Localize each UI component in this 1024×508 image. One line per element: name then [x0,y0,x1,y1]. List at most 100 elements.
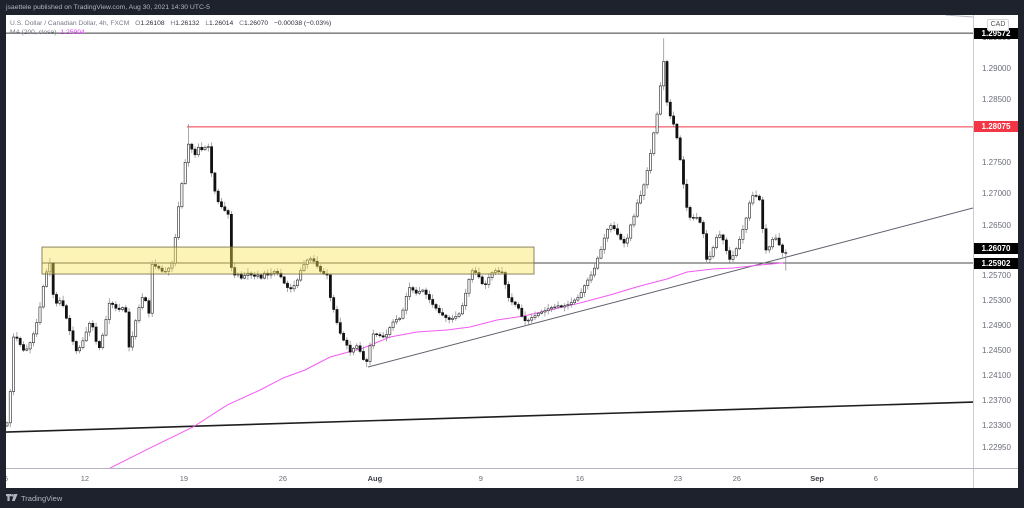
candle-down [94,326,98,342]
candle-down [332,297,336,310]
candle-down [698,217,702,223]
candle-up [391,321,395,328]
candle-up [556,305,560,308]
candle-up [262,272,266,279]
candle-up [292,285,296,290]
candle-down [147,300,151,314]
candle-down [497,270,501,273]
candle-up [649,153,652,171]
candle-up [658,85,662,115]
candle-up [41,286,45,308]
open-value: 1.26108 [140,20,165,27]
candle-down [724,239,728,251]
candle-down [276,270,279,274]
candle-up [404,296,408,311]
candle-up [352,348,355,353]
candle-down [668,101,672,117]
currency-label: CAD [987,19,1009,31]
low-value: 1.26014 [209,20,234,27]
candle-up [602,237,606,250]
candle-up [421,289,425,292]
candle-up [774,237,778,240]
candle-up [655,113,659,134]
candle-up [645,170,649,186]
symbol-legend-row: U.S. Dollar / Canadian Dollar, 4h, FXCM … [10,19,331,28]
candle-down [484,283,487,285]
candle-up [371,333,375,347]
candle-up [183,162,187,184]
candle-down [764,228,768,251]
candle-up [256,274,260,277]
time-tick-label: 26 [732,474,742,483]
candle-down [447,317,451,320]
price-tick-label: 1.24500 [982,345,1011,355]
candle-down [279,272,283,278]
candle-down [127,311,131,348]
candle-up [170,262,174,269]
candle-up [196,146,200,156]
candle-down [503,272,507,285]
tradingview-brand[interactable]: TradingView [21,493,63,503]
chart-plot-area[interactable]: U.S. Dollar / Canadian Dollar, 4h, FXCM … [6,15,973,468]
candle-down [15,336,19,339]
candle-up [48,262,52,273]
candle-up [295,279,299,286]
candle-up [368,345,372,362]
candle-up [526,319,530,322]
candle-up [394,319,398,323]
candle-down [220,201,223,208]
candle-up [553,306,557,309]
candle-up [140,297,144,308]
candle-up [642,184,646,196]
candle-down [441,312,444,316]
candle-up [563,305,567,308]
supply-demand-zone [41,246,535,275]
candle-up [88,322,91,333]
candle-down [777,237,781,246]
time-tick-label: Sep [810,474,825,483]
candlestick-chart[interactable] [6,15,973,468]
ma-label[interactable]: MA (200, close) [10,29,57,36]
candle-down [74,341,78,352]
candle-down [253,274,256,277]
candle-down [431,299,435,305]
candle-up [467,279,471,294]
time-axis[interactable]: 5 12 19 26 Aug 9 16 23 26 Sep 6 [6,468,973,488]
candle-up [536,312,540,317]
price-axis[interactable]: CAD 1.295001.290001.285001.275001.270001… [973,15,1018,468]
candle-down [18,337,22,345]
candle-up [540,311,543,314]
candle-up [130,336,134,348]
price-tick-label: 1.24100 [982,370,1011,380]
candle-down [282,276,286,284]
candle-up [398,317,402,320]
candle-up [81,340,85,348]
candle-up [173,237,177,264]
candle-up [31,333,35,343]
candle-down [91,322,95,328]
price-tick-label: 1.22950 [982,442,1011,452]
symbol-title[interactable]: U.S. Dollar / Canadian Dollar, 4h, FXCM [10,20,130,27]
candle-down [754,195,758,197]
candle-up [8,391,12,424]
time-tick-label: 16 [575,474,585,483]
candle-up [355,345,359,349]
candle-down [378,334,382,337]
candle-down [361,351,365,360]
candle-down [701,222,705,235]
candle-up [104,319,108,336]
upper-faint-line [945,15,973,18]
candle-down [682,159,685,185]
candle-up [309,258,312,261]
candle-up [583,285,586,293]
candle-up [708,255,712,260]
candle-up [771,239,774,248]
candle-down [678,137,682,161]
candle-up [457,313,461,317]
candle-down [124,307,128,313]
candle-down [728,250,732,260]
change-value: −0.00038 (−0.03%) [273,20,332,27]
candle-up [546,308,550,312]
candle-up [738,239,741,250]
candle-up [385,334,388,338]
